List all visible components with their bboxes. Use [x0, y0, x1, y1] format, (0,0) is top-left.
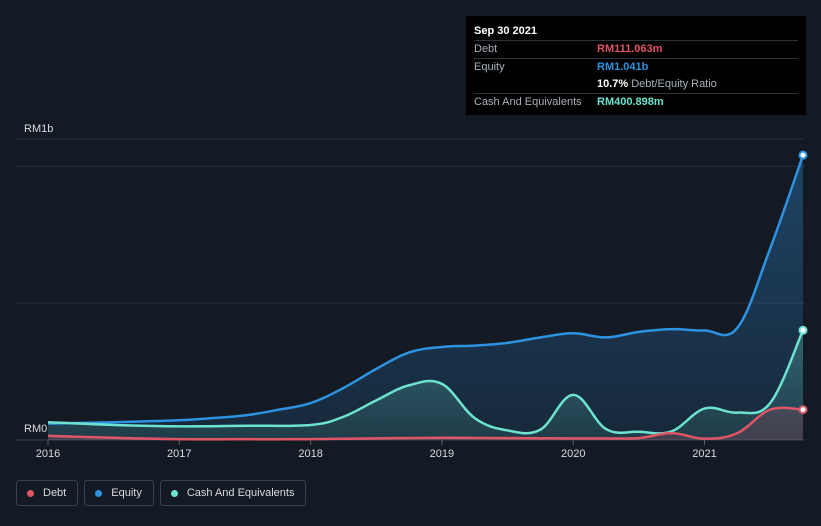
- debt-line: [47, 406, 804, 441]
- data-tooltip: Sep 30 2021 Debt RM111.063m Equity RM1.0…: [466, 16, 806, 115]
- equity-area: [48, 155, 803, 441]
- series-end-markers: [798, 150, 808, 415]
- x-tick-label-2019: 2019: [430, 448, 454, 460]
- legend-label-equity: Equity: [111, 487, 142, 499]
- tooltip-equity-label: Equity: [474, 61, 505, 73]
- legend-item-cash[interactable]: Cash And Equivalents: [159, 480, 307, 506]
- cash-and-equivalents-end-point: [798, 325, 808, 335]
- cash-dot-icon: [170, 489, 178, 497]
- y-axis-top-label: RM1b: [24, 123, 53, 135]
- x-tick-label-2016: 2016: [36, 448, 60, 460]
- legend-item-equity[interactable]: Equity: [84, 480, 154, 506]
- equity-dot-icon: [95, 489, 103, 497]
- legend-label-debt: Debt: [43, 487, 67, 499]
- x-axis: 2016 2017 2018 2019 2020 2021: [36, 440, 717, 460]
- tooltip-debt-label: Debt: [474, 43, 498, 55]
- x-tick-label-2020: 2020: [561, 448, 585, 460]
- tooltip-date: Sep 30 2021: [474, 25, 537, 37]
- tooltip-row-ratio: 10.7% Debt/Equity Ratio: [474, 76, 798, 93]
- cash-and-equivalents-line: [47, 329, 805, 435]
- x-tick-label-2017: 2017: [167, 448, 191, 460]
- cash-and-equivalents-area: [48, 330, 803, 440]
- series-areas: [48, 155, 803, 441]
- equity-end-point: [798, 150, 808, 160]
- equity-line: [47, 154, 805, 425]
- legend-item-debt[interactable]: Debt: [16, 480, 79, 506]
- debt-end-point: [798, 405, 808, 415]
- series-lines: [47, 154, 805, 441]
- tooltip-cash-value: RM400.898m: [597, 96, 664, 108]
- x-tick-label-2021: 2021: [692, 448, 716, 460]
- y-axis-bottom-label: RM0: [24, 423, 47, 435]
- legend-label-cash: Cash And Equivalents: [186, 487, 295, 499]
- tooltip-cash-label: Cash And Equivalents: [474, 96, 582, 108]
- x-tick-label-2018: 2018: [298, 448, 322, 460]
- chart-legend: Debt Equity Cash And Equivalents: [16, 480, 307, 506]
- tooltip-equity-value: RM1.041b: [597, 61, 649, 73]
- debt-dot-icon: [27, 489, 34, 497]
- tooltip-debt-value: RM111.063m: [597, 43, 663, 55]
- tooltip-row-cash: Cash And Equivalents RM400.898m: [474, 93, 798, 111]
- tooltip-row-equity: Equity RM1.041b: [474, 58, 798, 76]
- tooltip-row-debt: Debt RM111.063m: [474, 40, 798, 58]
- tooltip-ratio-value: 10.7%: [597, 78, 629, 90]
- tooltip-ratio-label: Debt/Equity Ratio: [631, 78, 717, 90]
